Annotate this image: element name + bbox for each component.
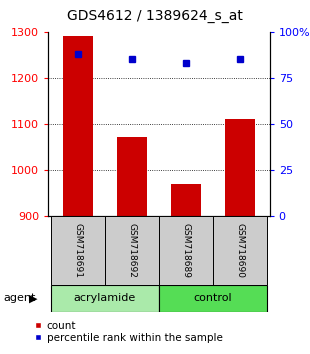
Legend: count, percentile rank within the sample: count, percentile rank within the sample xyxy=(30,317,227,347)
Text: GDS4612 / 1389624_s_at: GDS4612 / 1389624_s_at xyxy=(67,9,243,23)
Text: GSM718691: GSM718691 xyxy=(73,223,82,278)
Bar xyxy=(159,216,213,285)
Text: GSM718692: GSM718692 xyxy=(127,223,136,278)
Bar xyxy=(63,36,93,216)
Text: control: control xyxy=(194,293,232,303)
Bar xyxy=(51,216,105,285)
Text: acrylamide: acrylamide xyxy=(74,293,136,303)
Bar xyxy=(225,119,255,216)
Text: agent: agent xyxy=(3,293,35,303)
Bar xyxy=(117,137,147,216)
Text: GSM718689: GSM718689 xyxy=(181,223,190,278)
Bar xyxy=(51,285,159,312)
Bar xyxy=(171,184,201,216)
Bar xyxy=(105,216,159,285)
Text: GSM718690: GSM718690 xyxy=(236,223,245,278)
Bar xyxy=(213,216,267,285)
Text: ▶: ▶ xyxy=(29,293,38,303)
Bar xyxy=(159,285,267,312)
